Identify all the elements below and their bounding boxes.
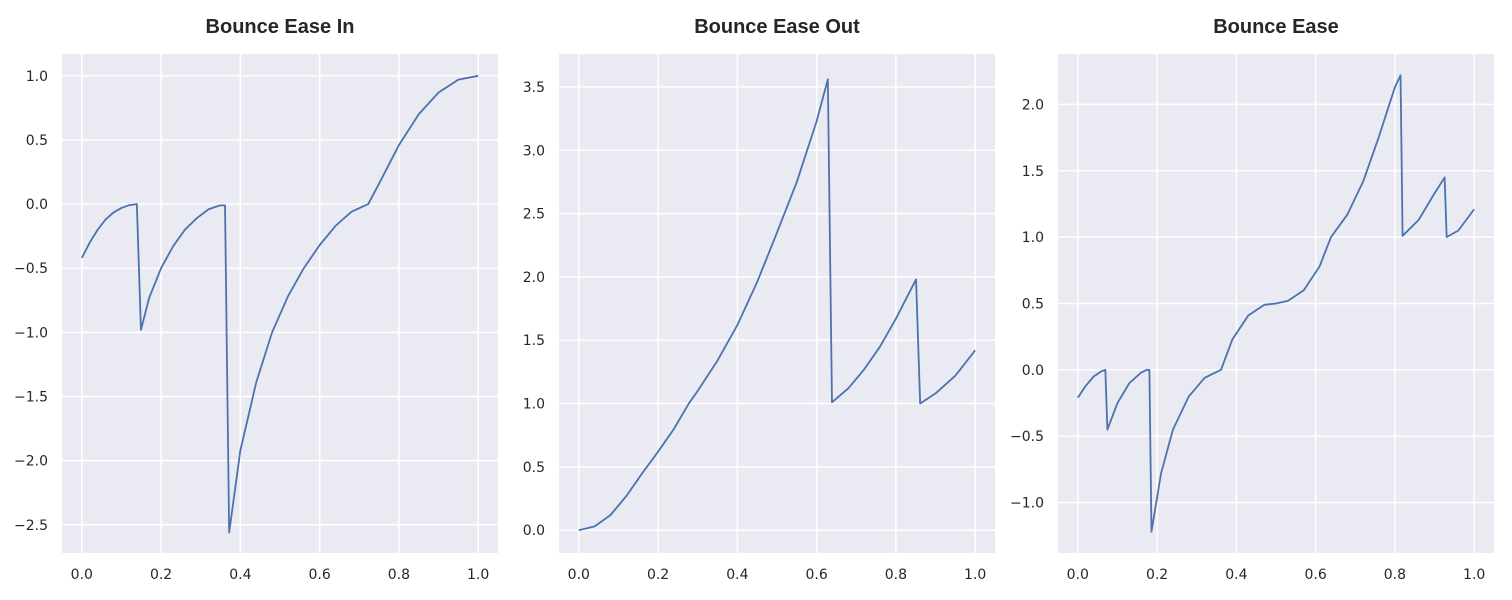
- chart-panel-3: 0.0 0.2 0.4 0.6 0.8 1.0 −1.0 −0.5 0.0 0.5 1.0 1.5 2.…: [1010, 16, 1494, 583]
- x-tick-label: 0.2: [1146, 567, 1168, 583]
- x-tick-label: 0.8: [885, 567, 907, 583]
- x-tick-label: 1.0: [1463, 567, 1485, 583]
- y-tick-label: 2.0: [523, 270, 545, 286]
- y-tick-label: −0.5: [14, 261, 48, 277]
- y-tick-label: −0.5: [1010, 429, 1044, 445]
- x-tick-label: 1.0: [467, 567, 489, 583]
- series-line: [578, 78, 976, 532]
- x-tick-label: 0.2: [647, 567, 669, 583]
- x-tick-label: 0.6: [309, 567, 331, 583]
- y-tick-label: 0.0: [26, 197, 48, 213]
- y-tick-label: 0.5: [1022, 297, 1044, 313]
- y-tick-label: 1.5: [523, 333, 545, 349]
- y-tick-label: 2.5: [523, 207, 545, 223]
- x-tick-label: 0.6: [1305, 567, 1327, 583]
- y-tick-label: 2.0: [1022, 97, 1044, 113]
- chart-title: Bounce Ease Out: [694, 16, 860, 38]
- y-tick-label: −1.0: [1010, 496, 1044, 512]
- y-tick-label: 1.0: [523, 397, 545, 413]
- chart-panel-2: 0.0 0.2 0.4 0.6 0.8 1.0 0.0 0.5 1.0 1.5 2.0 2.5 3.0 3…: [523, 16, 995, 583]
- y-tick-label: 0.5: [523, 460, 545, 476]
- series-line: [81, 74, 479, 534]
- x-tick-label: 0.4: [1225, 567, 1247, 583]
- x-tick-label: 0.0: [1067, 567, 1089, 583]
- series-line: [1077, 74, 1475, 533]
- y-tick-label: −2.0: [14, 454, 48, 470]
- x-tick-label: 0.4: [229, 567, 251, 583]
- x-tick-label: 0.0: [568, 567, 590, 583]
- chart-title: Bounce Ease: [1213, 16, 1339, 38]
- y-tick-label: 3.5: [523, 80, 545, 96]
- x-tick-label: 0.8: [388, 567, 410, 583]
- chart-title: Bounce Ease In: [206, 16, 355, 38]
- x-tick-label: 0.8: [1384, 567, 1406, 583]
- y-tick-label: −2.5: [14, 518, 48, 534]
- x-tick-label: 0.6: [806, 567, 828, 583]
- y-tick-label: 0.0: [523, 523, 545, 539]
- plot-area: [559, 54, 995, 553]
- y-tick-label: 0.5: [26, 133, 48, 149]
- y-tick-label: 1.0: [26, 69, 48, 85]
- x-tick-label: 1.0: [964, 567, 986, 583]
- y-tick-label: −1.5: [14, 390, 48, 406]
- chart-panel-1: 0.0 0.2 0.4 0.6 0.8 1.0 −2.5 −2.0 −1.5 −1.0 −0.5 0.…: [14, 16, 498, 583]
- plot-area: [62, 54, 498, 553]
- x-tick-label: 0.4: [726, 567, 748, 583]
- y-tick-label: 0.0: [1022, 363, 1044, 379]
- y-tick-label: 1.0: [1022, 230, 1044, 246]
- x-tick-label: 0.0: [71, 567, 93, 583]
- y-tick-label: 3.0: [523, 143, 545, 159]
- y-tick-label: −1.0: [14, 325, 48, 341]
- y-tick-label: 1.5: [1022, 164, 1044, 180]
- x-tick-label: 0.2: [150, 567, 172, 583]
